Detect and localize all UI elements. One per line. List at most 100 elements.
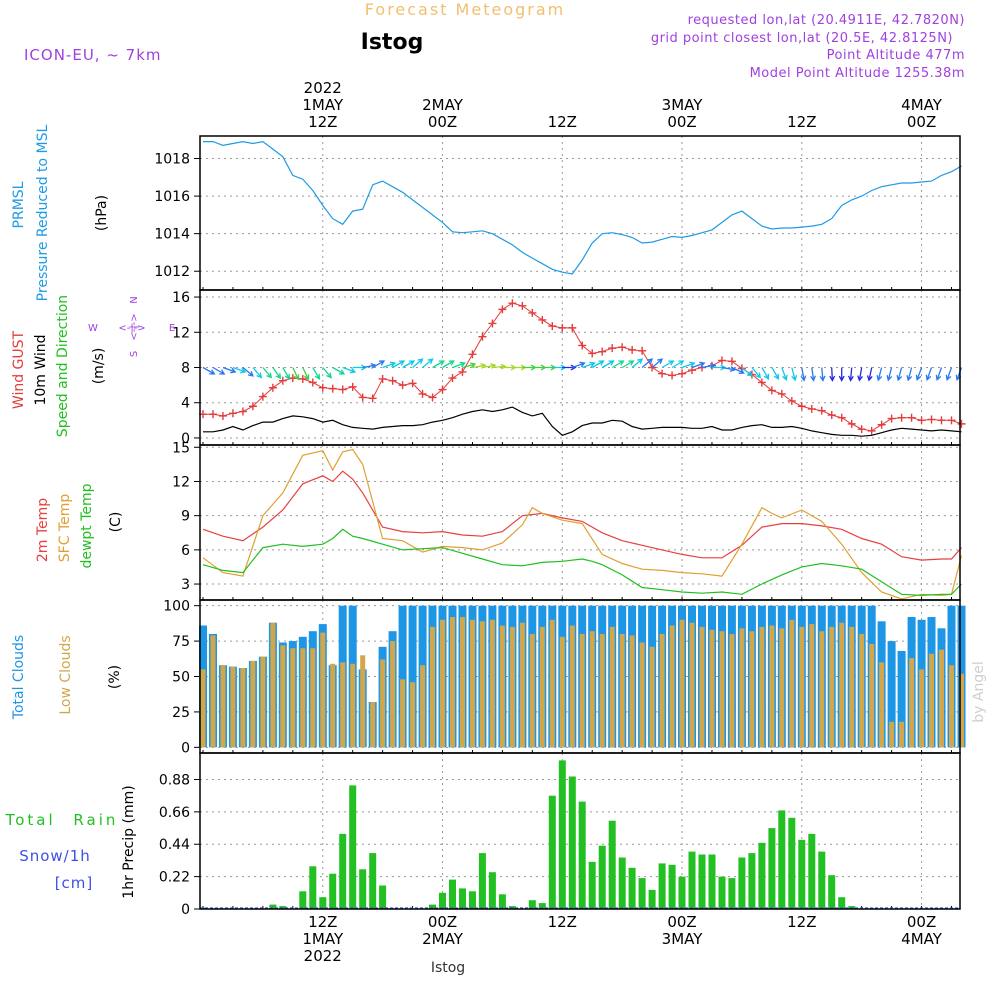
- rain-bar: [588, 861, 596, 909]
- y-tick-label: 100: [163, 599, 190, 615]
- top-time-label: 00Z: [428, 113, 457, 131]
- low-cloud-bar: [420, 665, 426, 748]
- y-tick-label: 12: [172, 474, 190, 490]
- gust-marker: [907, 413, 916, 422]
- wind-unit-label: (m/s): [91, 348, 107, 385]
- y-tick-label: 4: [181, 396, 190, 412]
- gust-marker: [598, 347, 607, 356]
- rain-bar: [359, 869, 367, 909]
- low-cloud-bar: [699, 626, 705, 748]
- gust-marker: [568, 323, 577, 332]
- low-cloud-bar: [629, 635, 635, 748]
- low-cloud-bar: [290, 648, 296, 748]
- rain-bar: [618, 857, 626, 909]
- gust-marker: [338, 385, 347, 394]
- low-cloud-bar: [260, 656, 266, 748]
- rain-bar: [608, 820, 616, 909]
- wind-direction-arrow: [202, 366, 216, 375]
- low-cloud-bar: [350, 663, 356, 748]
- wind-direction-arrow: [915, 367, 923, 381]
- low-cloud-bar: [669, 625, 675, 748]
- wind-direction-arrow: [222, 366, 237, 374]
- compass-east: E: [169, 323, 175, 334]
- gust-marker: [628, 345, 637, 354]
- rain-bar: [728, 878, 736, 909]
- low-cloud-bar: [639, 642, 645, 748]
- gust-marker: [757, 378, 766, 387]
- compass-ns-arrow: <-|->: [129, 313, 140, 340]
- clouds-unit-label: (%): [107, 665, 123, 689]
- low-cloud-bar: [719, 631, 725, 748]
- gust-marker: [807, 404, 816, 413]
- snow-unit-label: [cm]: [55, 874, 94, 892]
- gust-marker: [308, 378, 317, 387]
- gust-marker: [278, 376, 287, 385]
- gust-marker: [368, 394, 377, 403]
- wind-direction-arrow: [232, 366, 247, 374]
- compass-south: S: [129, 351, 140, 357]
- y-tick-label: 25: [172, 705, 190, 721]
- wind-direction-arrow: [848, 367, 854, 382]
- y-tick-label: 16: [172, 290, 190, 306]
- bottom-time-label: 12Z: [548, 913, 577, 931]
- low-cloud-bar: [410, 682, 416, 748]
- gust-marker: [488, 319, 497, 328]
- gust-marker: [548, 322, 557, 331]
- low-cloud-bar: [240, 668, 246, 748]
- wind-direction-arrow: [641, 358, 654, 368]
- gust-marker: [767, 386, 776, 395]
- bottom-time-label: 00Z: [907, 913, 936, 931]
- sfc-temp-line: [202, 448, 963, 600]
- wind-label: 10m Wind: [33, 334, 49, 405]
- top-time-label: 12Z: [787, 113, 816, 131]
- temperature-panel: 3 6 9 12 15: [172, 440, 963, 601]
- clouds-panel: 0 25 50 75 100: [163, 599, 966, 756]
- rain-bar: [339, 833, 347, 909]
- wind-direction-arrow: [771, 367, 780, 380]
- compass-north: N: [129, 296, 140, 303]
- gust-marker: [458, 367, 467, 376]
- panel-frame: [199, 752, 961, 910]
- gust-marker: [508, 299, 517, 308]
- rain-bar: [648, 889, 656, 909]
- wind-direction-arrow: [896, 367, 903, 382]
- wind-direction-arrow: [800, 367, 807, 382]
- rain-bar: [598, 845, 606, 909]
- pressure-panel: 1012 1014 1016 1018: [154, 135, 962, 291]
- rain-bar: [838, 897, 846, 909]
- wind-direction-arrow: [322, 367, 332, 379]
- gust-marker: [388, 376, 397, 385]
- gust-marker: [777, 389, 786, 398]
- wind-direction-arrow: [810, 367, 817, 382]
- rain-bar: [568, 776, 576, 909]
- gust-marker: [518, 301, 527, 310]
- wind-direction-arrow: [591, 360, 605, 369]
- low-cloud-bar: [889, 721, 895, 748]
- wind-direction-arrow: [945, 367, 953, 381]
- low-cloud-bar: [310, 648, 316, 748]
- precip-panel: 0 0.22 0.44 0.66 0.88: [159, 752, 961, 918]
- wind-direction-arrow: [631, 358, 644, 368]
- top-time-label: 3MAY: [662, 96, 704, 114]
- gust-marker: [678, 369, 687, 378]
- gust-marker: [468, 350, 477, 359]
- top-time-label: 1MAY: [302, 96, 344, 114]
- low-cloud-bar: [949, 665, 954, 748]
- low-cloud-bar: [330, 663, 336, 748]
- low-cloud-bar: [250, 660, 256, 748]
- low-cloud-bar: [829, 626, 835, 748]
- wind-direction-arrow: [422, 358, 434, 368]
- rain-bar: [638, 878, 646, 909]
- low-cloud-bar: [899, 721, 905, 748]
- gust-marker: [208, 410, 217, 419]
- wind-panel: 0 4 8 12 16: [172, 289, 966, 447]
- gust-marker: [328, 384, 337, 393]
- total-cloud-bar: [897, 651, 906, 748]
- wind-direction-arrow: [432, 360, 445, 369]
- compass-west: W: [88, 323, 98, 334]
- model-name: ICON-EU, ~ 7km: [24, 46, 162, 64]
- rain-bar: [329, 873, 337, 909]
- low-cloud-bar: [679, 619, 685, 748]
- wind-direction-arrow: [262, 367, 273, 379]
- gust-marker: [528, 308, 537, 317]
